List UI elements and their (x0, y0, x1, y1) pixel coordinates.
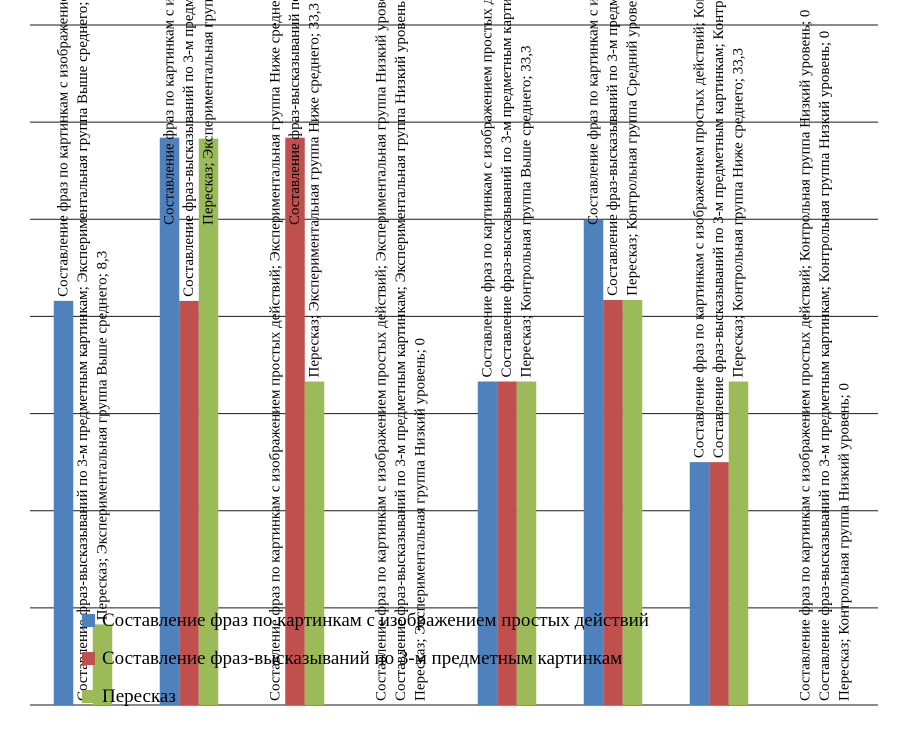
data-label: Пересказ; Контрольная группа Выше средне… (519, 45, 535, 377)
data-label: Составление фраз по картинкам с изображе… (268, 0, 284, 701)
bar (603, 299, 623, 705)
data-label: Пересказ; Экспериментальная группа Выше … (95, 251, 111, 621)
data-label: Пересказ; Экспериментальная группа Низки… (413, 338, 429, 701)
bar (53, 300, 74, 705)
bar (304, 381, 325, 705)
legend-swatch (82, 652, 95, 665)
data-label: Составление фраз-высказываний по 3-м пре… (817, 31, 833, 701)
data-label: Пересказ; Контрольная группа Средний уро… (625, 0, 641, 296)
bar (583, 219, 604, 706)
legend-swatch (82, 690, 95, 703)
data-label: Составление фраз по картинкам с изображе… (692, 0, 708, 458)
data-label: Составление фраз-высказываний по 3-м пре… (393, 0, 409, 701)
data-label: Составление фраз по картинкам с изображе… (480, 0, 496, 378)
legend-swatch (82, 614, 95, 627)
data-label: Пересказ; Экспериментальная группа Ниже … (307, 3, 323, 378)
bar (477, 381, 498, 705)
data-label: Составление фраз-высказываний по 3-м пре… (605, 0, 621, 296)
data-label: Пересказ; Экспериментальная группа Средн… (201, 0, 217, 225)
legend-entry: Составление фраз-высказываний по 3-м пре… (102, 648, 622, 669)
legend: Составление фраз по картинкам с изображе… (82, 610, 649, 707)
legend-entry: Составление фраз по картинкам с изображе… (102, 610, 649, 631)
bar (497, 381, 517, 705)
data-label: Составление фраз-высказываний по 3-м пре… (287, 0, 303, 225)
data-label: Составление фраз по картинкам с изображе… (374, 0, 390, 701)
data-label: Составление фраз-высказываний по 3-м пре… (75, 0, 91, 701)
grid (30, 24, 878, 706)
data-label: Составление фраз по картинкам с изображе… (162, 0, 178, 225)
bar (516, 381, 537, 705)
bar (709, 462, 729, 705)
data-label: Составление фраз-высказываний по 3-м пре… (181, 0, 197, 297)
data-label: Пересказ; Контрольная группа Низкий уров… (837, 383, 853, 701)
bar (285, 137, 305, 705)
bar (159, 137, 180, 705)
bar (179, 300, 199, 705)
data-label: Составление фраз-высказываний по 3-м пре… (711, 0, 727, 458)
data-label: Пересказ; Контрольная группа Ниже средне… (731, 48, 747, 377)
bar (728, 381, 749, 705)
bars (53, 137, 749, 706)
data-label: Составление фраз по картинкам с изображе… (586, 0, 602, 225)
data-label: Составление фраз по картинкам с изображе… (798, 10, 814, 701)
bar (198, 138, 219, 705)
data-label: Составление фраз-высказываний по 3-м пре… (499, 0, 515, 378)
bar (92, 624, 113, 705)
data-label: Составление фраз по картинкам с изображе… (56, 0, 72, 297)
bar (622, 299, 643, 705)
legend-entry: Пересказ (102, 686, 176, 707)
data-labels: Составление фраз по картинкам с изображе… (56, 0, 853, 701)
bar (689, 462, 710, 705)
